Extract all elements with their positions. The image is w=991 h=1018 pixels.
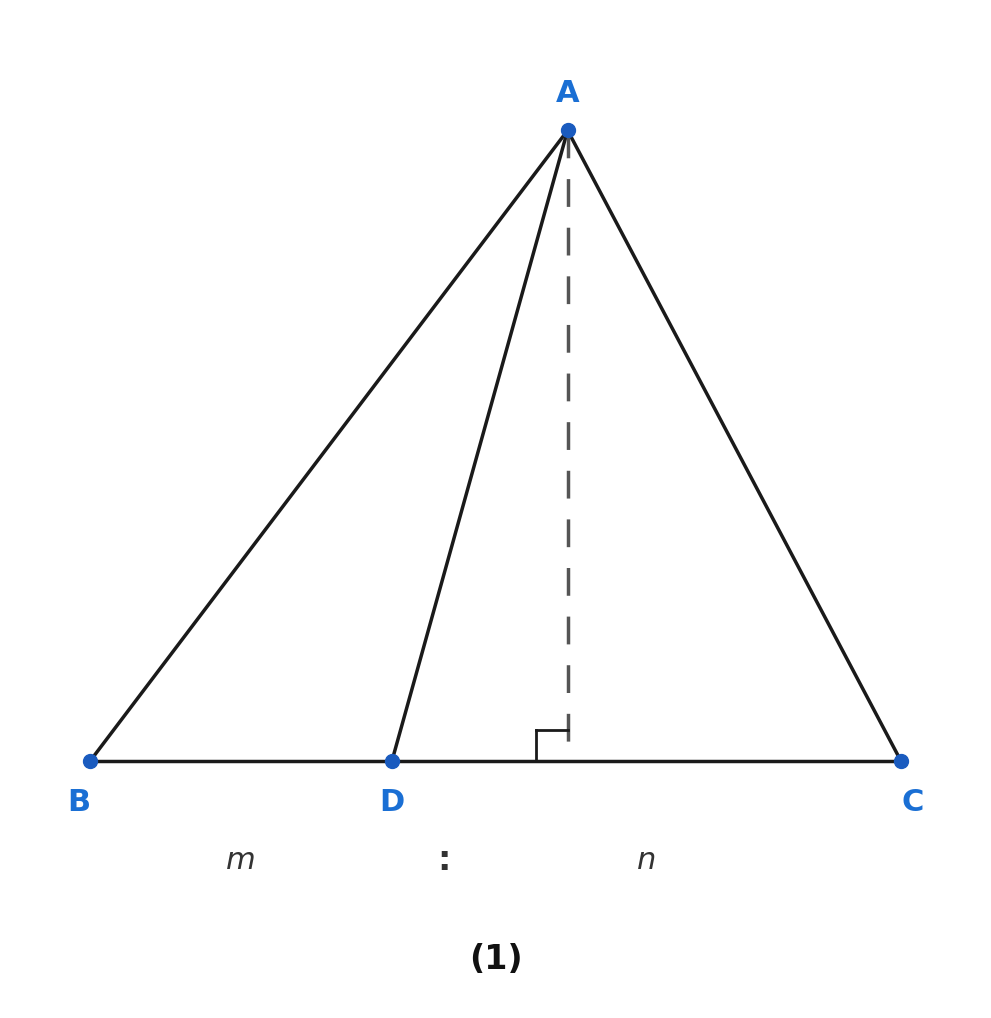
Text: C: C — [901, 789, 924, 817]
Point — [82, 753, 98, 770]
Text: n: n — [637, 846, 656, 875]
Text: D: D — [380, 789, 404, 817]
Text: (1): (1) — [469, 944, 522, 976]
Point — [560, 122, 576, 138]
Text: m: m — [226, 846, 256, 875]
Text: A: A — [556, 78, 580, 108]
Text: :: : — [437, 844, 450, 878]
Point — [384, 753, 399, 770]
Text: B: B — [67, 789, 90, 817]
Point — [893, 753, 909, 770]
